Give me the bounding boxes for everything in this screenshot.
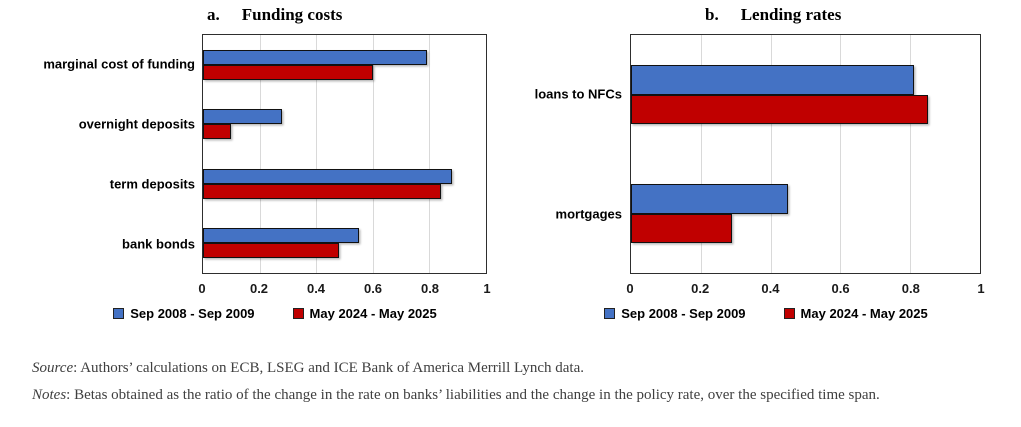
x-tick-label: 1 <box>977 281 985 296</box>
legend-label: May 2024 - May 2025 <box>800 306 928 321</box>
legend-item: Sep 2008 - Sep 2009 <box>604 306 746 321</box>
bar <box>203 183 441 199</box>
bar <box>203 124 232 140</box>
bar <box>203 228 359 244</box>
bar <box>631 213 733 244</box>
bar <box>203 168 453 184</box>
legend-item: May 2024 - May 2025 <box>783 306 928 321</box>
category-band <box>203 154 486 214</box>
panel-a-title: a. Funding costs <box>207 5 342 25</box>
bar <box>203 49 427 65</box>
gridline <box>700 35 702 273</box>
panel-b-x-axis: 0 0.2 0.4 0.6 0.8 1 <box>626 281 985 297</box>
x-tick-label: 0 <box>626 281 634 296</box>
category-label: loans to NFCs <box>534 86 622 102</box>
bar <box>631 94 928 125</box>
source-text: : Authors’ calculations on ECB, LSEG and… <box>73 360 584 376</box>
bar <box>631 64 914 95</box>
panel-a-category-labels: marginal cost of funding overnight deposi… <box>2 34 195 274</box>
x-tick-label: 0.6 <box>831 281 850 296</box>
panel-a-plot-area <box>202 34 487 274</box>
bar <box>203 64 373 80</box>
x-tick-label: 0.4 <box>306 281 326 296</box>
source-note: Source: Authors’ calculations on ECB, LS… <box>32 360 584 377</box>
category-band <box>631 35 980 154</box>
gridline <box>372 35 374 273</box>
panel-b-category-labels: loans to NFCs mortgages <box>430 34 622 274</box>
x-tick-label: 0 <box>198 281 206 296</box>
panel-a-x-axis: 0 0.2 0.4 0.6 0.8 1 <box>198 281 491 297</box>
gridline <box>910 35 912 273</box>
bar <box>203 243 339 259</box>
legend-marker-icon <box>783 308 795 319</box>
category-band <box>203 95 486 155</box>
category-label: bank bonds <box>122 236 195 252</box>
legend-label: May 2024 - May 2025 <box>309 306 437 321</box>
source-label: Source <box>32 360 74 376</box>
panel-b-plot-area <box>630 34 981 274</box>
gridline <box>259 35 261 273</box>
panel-b-legend: Sep 2008 - Sep 2009 May 2024 - May 2025 <box>556 306 976 321</box>
category-label: term deposits <box>109 176 195 192</box>
x-tick-label: 1 <box>483 281 491 296</box>
x-tick-label: 0.2 <box>249 281 269 296</box>
x-tick-label: 0.2 <box>691 281 710 296</box>
panel-a-title-prefix: a. <box>207 5 220 24</box>
panel-b-title: b. Lending rates <box>705 5 841 25</box>
legend-item: May 2024 - May 2025 <box>292 306 437 321</box>
panel-a-legend: Sep 2008 - Sep 2009 May 2024 - May 2025 <box>35 306 515 321</box>
legend-label: Sep 2008 - Sep 2009 <box>621 306 746 321</box>
legend-marker-icon <box>604 308 616 319</box>
notes-text: : Betas obtained as the ratio of the cha… <box>66 387 880 403</box>
category-band <box>203 35 486 95</box>
bar <box>631 183 789 214</box>
category-band <box>203 214 486 274</box>
panel-b-title-prefix: b. <box>705 5 719 24</box>
panel-a-title-text: Funding costs <box>241 5 343 24</box>
x-tick-label: 0.8 <box>901 281 920 296</box>
notes-label: Notes <box>32 387 67 403</box>
category-label: marginal cost of funding <box>43 56 195 72</box>
legend-marker-icon <box>292 308 304 319</box>
category-label: overnight deposits <box>78 116 195 132</box>
panel-b-title-text: Lending rates <box>740 5 842 24</box>
notes-note: Notes: Betas obtained as the ratio of th… <box>32 387 880 404</box>
legend-label: Sep 2008 - Sep 2009 <box>130 306 255 321</box>
legend-item: Sep 2008 - Sep 2009 <box>113 306 255 321</box>
gridline <box>429 35 431 273</box>
category-band <box>631 154 980 273</box>
gridline <box>770 35 772 273</box>
x-tick-label: 0.6 <box>363 281 383 296</box>
category-label: mortgages <box>555 206 622 222</box>
gridline <box>840 35 842 273</box>
x-tick-label: 0.4 <box>761 281 780 296</box>
x-tick-label: 0.8 <box>420 281 440 296</box>
gridline <box>316 35 318 273</box>
bar <box>203 109 283 125</box>
legend-marker-icon <box>113 308 125 319</box>
